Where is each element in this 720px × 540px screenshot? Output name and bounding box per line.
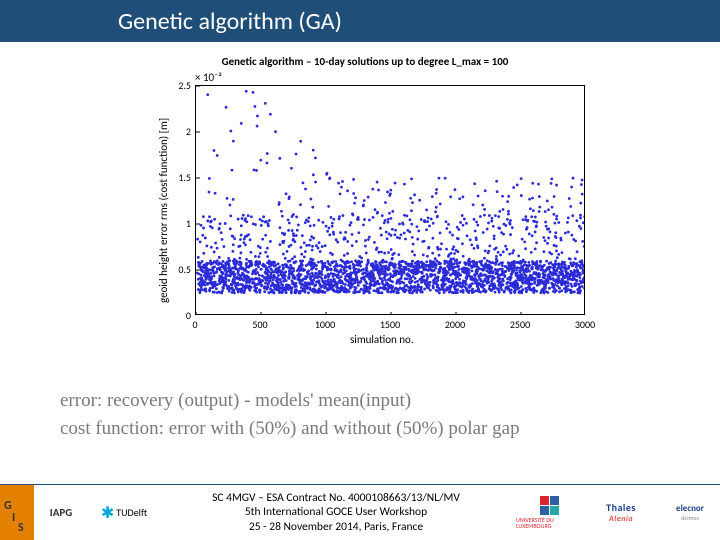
footer-line-3: 25 - 28 November 2014, Paris, France — [249, 520, 423, 534]
chart-plot-area — [195, 85, 585, 315]
flame-icon: ✱ — [101, 503, 114, 523]
chart-scale-exponent: × 10⁻³ — [195, 71, 222, 84]
slide-title: Genetic algorithm (GA) — [118, 7, 342, 36]
logo-thales: Thales Alenia — [582, 485, 660, 540]
svg-text:G: G — [4, 499, 12, 513]
footer-text: SC 4MGV – ESA Contract No. 4000108663/13… — [156, 485, 516, 540]
chart-title: Genetic algorithm – 10-day solutions up … — [135, 55, 595, 68]
title-bar: Genetic algorithm (GA) — [0, 0, 720, 42]
logo-iapg: IAPG — [34, 485, 88, 540]
logo-tudelft-text: TUDelft — [116, 506, 147, 519]
logo-unilu: UNIVERSITÉ DU LUXEMBOURG — [516, 485, 582, 540]
footer-line-1: SC 4MGV – ESA Contract No. 4000108663/13… — [212, 491, 460, 505]
body-line-1: error: recovery (output) - models' mean(… — [60, 390, 411, 412]
logo-elecnor: elecnor deimos — [660, 485, 720, 540]
logo-gis: GIS — [0, 485, 34, 540]
body-line-2: cost function: error with (50%) and with… — [60, 418, 520, 440]
svg-text:I: I — [12, 511, 15, 525]
svg-text:S: S — [18, 521, 24, 533]
chart-xlabel: simulation no. — [350, 333, 414, 346]
footer-line-2: 5th International GOCE User Workshop — [245, 505, 427, 519]
logo-tudelft: ✱ TUDelft — [88, 485, 156, 540]
footer-bar: GIS IAPG ✱ TUDelft SC 4MGV – ESA Contrac… — [0, 484, 720, 540]
scatter-chart: Genetic algorithm – 10-day solutions up … — [135, 55, 595, 355]
